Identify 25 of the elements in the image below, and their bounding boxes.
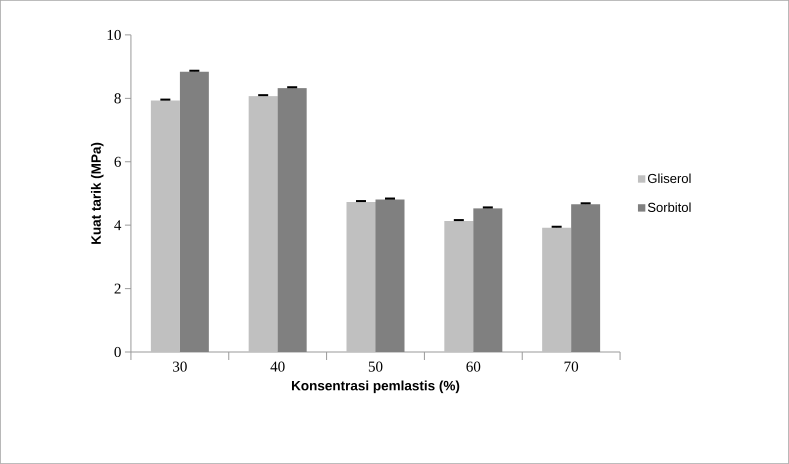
y-tick-label: 8 <box>114 93 121 104</box>
bar <box>346 202 376 352</box>
y-tick-label: 10 <box>108 30 121 40</box>
bar <box>180 72 209 352</box>
bar <box>542 228 572 352</box>
bar <box>444 221 474 352</box>
bar <box>376 200 405 352</box>
x-tick-label: 70 <box>564 362 578 372</box>
y-tick-label: 2 <box>114 284 121 294</box>
x-axis-title: Konsentrasi pemlastis (%) <box>292 380 460 394</box>
y-axis-title: Kuat tarik (MPa) <box>90 142 104 244</box>
bar <box>571 204 600 352</box>
x-tick-label: 60 <box>466 362 480 372</box>
legend-label: Gliserol <box>648 174 691 184</box>
x-tick-label: 40 <box>270 362 285 372</box>
bar <box>278 88 307 352</box>
bar <box>248 96 278 352</box>
bar <box>473 208 502 352</box>
y-tick-label: 4 <box>114 220 122 230</box>
legend-label: Sorbitol <box>648 202 691 212</box>
y-tick-label: 0 <box>114 346 121 358</box>
bar <box>150 100 180 352</box>
x-tick-label: 50 <box>368 362 382 372</box>
x-tick-label: 30 <box>173 362 187 372</box>
y-tick-label: 6 <box>114 156 121 167</box>
